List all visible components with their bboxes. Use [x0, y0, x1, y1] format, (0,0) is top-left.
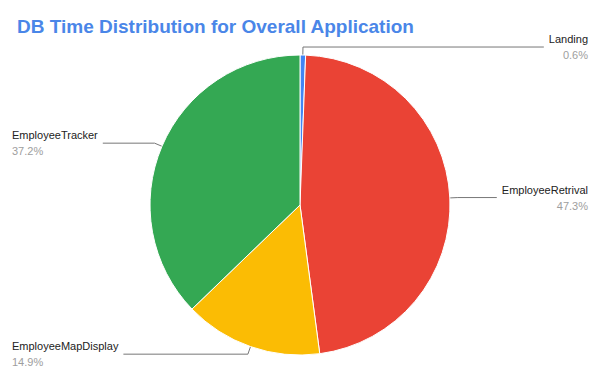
svg-text:EmployeeMapDisplay: EmployeeMapDisplay	[12, 340, 119, 352]
svg-text:37.2%: 37.2%	[12, 145, 43, 157]
svg-text:14.9%: 14.9%	[12, 356, 43, 368]
svg-text:0.6%: 0.6%	[563, 49, 588, 61]
svg-text:Landing: Landing	[549, 33, 588, 45]
svg-text:47.3%: 47.3%	[557, 200, 588, 212]
svg-text:DB Time Distribution for Overa: DB Time Distribution for Overall Applica…	[17, 16, 414, 37]
svg-text:EmployeeTracker: EmployeeTracker	[12, 129, 98, 141]
svg-text:EmployeeRetrival: EmployeeRetrival	[502, 184, 588, 196]
